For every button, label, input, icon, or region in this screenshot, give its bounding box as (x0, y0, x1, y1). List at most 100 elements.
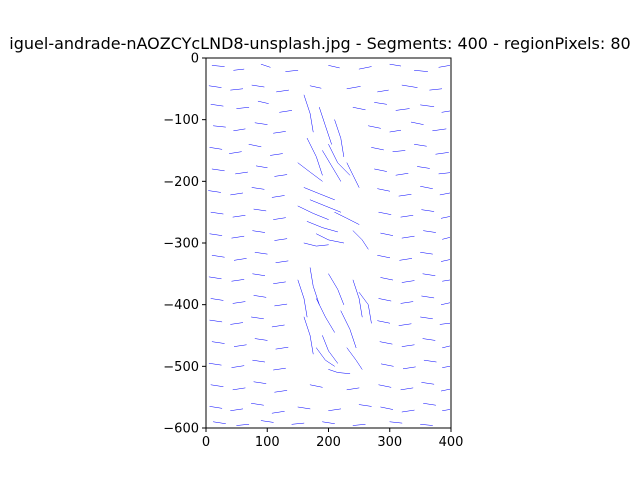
segment-line-179 (297, 279, 308, 318)
segment-line-175 (346, 347, 363, 370)
segment-line-37 (248, 144, 262, 148)
segment-line-171 (316, 298, 335, 333)
segment-line-78 (275, 260, 289, 263)
segment-line-115 (208, 363, 222, 366)
segment-line-29 (254, 122, 268, 125)
segment-line-15 (377, 89, 389, 93)
segment-line-103 (377, 320, 391, 324)
segment-line-108 (233, 344, 247, 347)
segment-line-79 (377, 255, 391, 259)
segment-line-43 (211, 168, 225, 172)
segment-line-36 (229, 151, 242, 154)
segment-line-153 (319, 107, 332, 145)
segment-line-49 (417, 166, 430, 169)
segment-line-159 (346, 162, 360, 188)
segment-line-145 (236, 424, 250, 426)
segment-line-166 (334, 211, 360, 225)
segment-line-34 (432, 128, 447, 132)
segment-line-125 (253, 381, 267, 384)
segment-line-148 (322, 421, 335, 424)
plot-area (205, 57, 452, 429)
segment-line-123 (210, 384, 224, 387)
x-tick-label: 400 (439, 435, 464, 450)
segment-line-74 (442, 237, 451, 240)
segment-line-12 (276, 89, 289, 93)
segment-line-48 (395, 173, 409, 176)
segment-line-54 (271, 195, 285, 198)
segment-line-98 (440, 302, 451, 305)
segment-line-81 (420, 252, 433, 255)
segment-line-168 (309, 267, 320, 305)
segment-line-104 (398, 323, 412, 326)
segment-line-117 (252, 359, 266, 363)
segment-line-26 (441, 110, 451, 113)
segment-line-134 (230, 408, 244, 411)
segment-line-149 (352, 424, 366, 426)
segment-line-147 (291, 422, 305, 425)
segment-line-84 (231, 279, 245, 282)
segment-line-0 (211, 65, 225, 67)
segment-line-38 (270, 153, 283, 156)
segment-line-31 (368, 125, 381, 129)
segment-line-57 (420, 186, 433, 189)
segment-line-64 (400, 215, 414, 218)
segment-line-30 (273, 131, 286, 134)
segment-line-20 (257, 100, 269, 104)
segment-line-80 (399, 258, 413, 261)
segment-line-152 (303, 94, 314, 133)
segment-line-87 (380, 277, 394, 281)
segments-layer (208, 63, 451, 426)
segment-line-19 (236, 107, 250, 109)
segment-line-113 (422, 338, 436, 341)
segment-line-66 (440, 216, 451, 219)
segment-line-154 (334, 119, 345, 157)
segment-line-150 (389, 421, 403, 424)
segment-line-143 (442, 409, 451, 411)
segment-line-56 (398, 194, 412, 197)
segment-line-121 (423, 359, 437, 363)
segment-line-92 (232, 301, 246, 304)
segment-line-141 (401, 409, 415, 413)
segment-line-6 (389, 63, 402, 67)
segment-line-11 (251, 84, 265, 88)
segment-line-161 (309, 199, 342, 213)
segment-line-163 (306, 221, 338, 233)
segment-line-110 (275, 346, 289, 350)
segment-line-60 (232, 215, 246, 218)
segment-line-126 (274, 390, 288, 393)
segment-line-164 (316, 233, 345, 244)
y-tick-label: 0 (191, 52, 199, 67)
y-axis: 0 −100 −200 −300 −400 −500 −600 (163, 52, 206, 437)
segment-line-33 (410, 121, 424, 125)
segment-line-120 (402, 366, 416, 370)
segment-line-22 (352, 107, 366, 111)
segment-line-45 (255, 165, 268, 169)
segment-line-85 (252, 273, 266, 276)
segment-line-107 (211, 341, 225, 344)
segment-line-102 (271, 324, 285, 328)
segment-line-24 (395, 108, 410, 111)
segment-line-71 (380, 232, 394, 236)
segment-line-83 (208, 276, 222, 280)
segment-line-132 (440, 388, 451, 392)
segment-line-72 (401, 235, 415, 239)
segment-line-127 (309, 384, 323, 388)
segment-line-178 (358, 292, 372, 324)
segment-line-5 (358, 66, 372, 70)
segment-line-77 (254, 252, 268, 255)
segment-line-58 (439, 192, 451, 196)
segment-line-91 (210, 298, 224, 301)
segment-line-105 (420, 316, 433, 320)
x-tick-label: 300 (377, 435, 402, 450)
y-tick-label: −200 (163, 175, 199, 190)
segment-line-144 (213, 421, 226, 424)
segment-line-89 (422, 273, 436, 276)
chart-title: iguel-andrade-nAOZCYcLND8-unsplash.jpg -… (9, 34, 630, 53)
segment-line-97 (421, 295, 435, 299)
segment-line-7 (414, 70, 428, 72)
segment-line-140 (380, 406, 394, 410)
y-tick-label: −600 (163, 422, 199, 437)
segment-line-157 (328, 144, 351, 176)
segment-line-156 (322, 150, 342, 182)
segment-line-51 (208, 190, 221, 193)
